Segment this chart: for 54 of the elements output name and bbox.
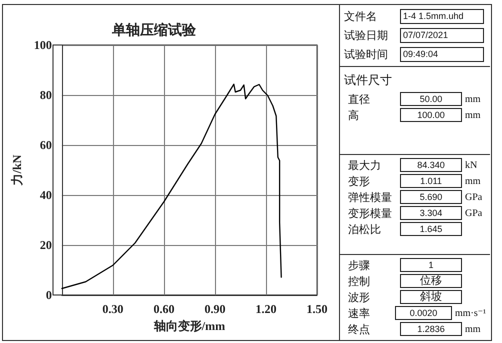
- line-series: [61, 84, 282, 290]
- text: mm: [465, 176, 481, 186]
- text: 1.645: [400, 222, 462, 236]
- text: 终点: [347, 322, 371, 336]
- text: 步骤: [347, 258, 371, 272]
- y-tick-label: 20: [40, 238, 52, 252]
- text: 1: [400, 258, 462, 272]
- text: 1.011: [400, 174, 462, 188]
- y-tick-label: 100: [34, 38, 52, 52]
- text: 试验日期: [344, 29, 389, 43]
- text: 试件尺寸: [344, 72, 393, 89]
- text: 最大力: [347, 158, 382, 172]
- text: 50.00: [400, 92, 462, 106]
- text: 1.2836: [400, 322, 462, 336]
- text: 84.340: [400, 158, 462, 172]
- text: GPa: [465, 208, 482, 218]
- text: 试验时间: [344, 48, 389, 62]
- x-tick-label: 0.30: [102, 302, 124, 316]
- text: 0.0020: [395, 306, 452, 320]
- text: 变形: [347, 174, 371, 188]
- text: 3.304: [400, 206, 462, 220]
- text: 直径: [347, 92, 371, 106]
- text: 5.690: [400, 190, 462, 204]
- text: mm·s⁻¹: [454, 308, 486, 318]
- y-tick-label: 0: [46, 288, 52, 302]
- y-tick-label: 80: [40, 88, 52, 102]
- text: 控制: [347, 274, 371, 288]
- text: 文件名: [344, 10, 378, 24]
- text: 位移: [400, 274, 462, 288]
- text: 波形: [347, 290, 371, 304]
- x-tick-label: 1.50: [306, 302, 328, 316]
- text: 斜坡: [400, 290, 462, 304]
- text: 07/07/2021: [400, 28, 484, 43]
- text: 1-4 1.5mm.uhd: [400, 9, 484, 24]
- chart-title: 单轴压缩试验: [111, 22, 197, 38]
- text: mm: [465, 94, 481, 104]
- text: mm: [465, 110, 481, 120]
- x-tick-label: 1.20: [255, 302, 276, 316]
- x-tick-label: 0.90: [204, 302, 226, 316]
- text: 09:49:04: [400, 47, 484, 62]
- x-axis-title: 轴向变形/mm: [152, 318, 226, 333]
- text: 变形模量: [347, 206, 393, 220]
- text: 高: [347, 108, 360, 122]
- y-tick-label: 60: [40, 138, 52, 152]
- y-axis-title: 力/kN: [10, 154, 24, 186]
- y-tick-label: 40: [40, 188, 52, 202]
- text: kN: [465, 160, 478, 170]
- text: 弹性模量: [347, 190, 393, 204]
- x-tick-label: 0.60: [153, 302, 174, 316]
- text: GPa: [465, 192, 482, 202]
- text: mm: [465, 324, 481, 334]
- text: 泊松比: [347, 222, 382, 236]
- text: 速率: [347, 306, 371, 320]
- text: 100.00: [400, 108, 462, 122]
